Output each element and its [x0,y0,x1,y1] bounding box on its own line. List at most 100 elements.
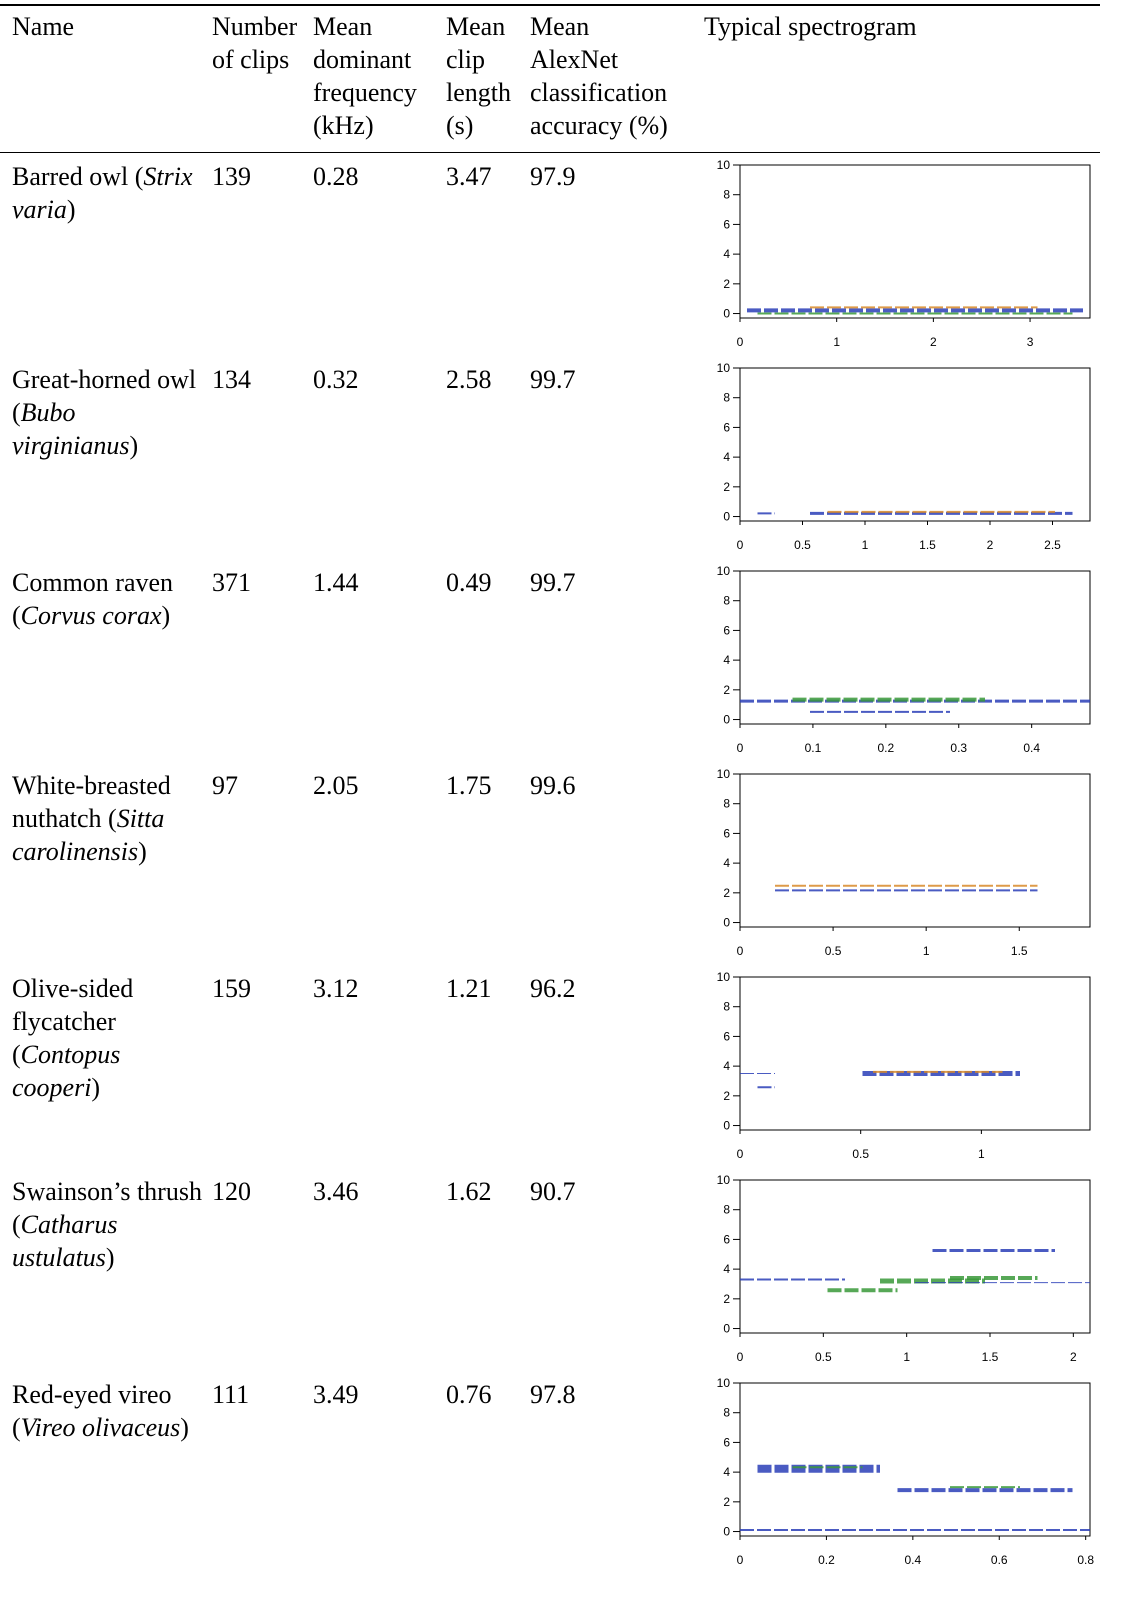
y-tick-label: 6 [723,217,730,231]
y-tick-label: 8 [723,188,730,202]
y-tick-label: 2 [723,480,730,494]
accuracy-cell: 97.9 [530,160,576,193]
y-tick-label: 8 [723,797,730,811]
name-suffix: ) [129,431,138,460]
header-cell: Numberof clips [212,10,312,76]
header-line: Number [212,10,312,43]
y-tick-label: 4 [723,1465,730,1479]
y-tick-label: 0 [723,510,730,524]
y-tick-label: 4 [723,247,730,261]
clips-cell: 134 [212,363,251,396]
clips-cell: 111 [212,1378,249,1411]
x-tick-label: 0 [737,335,744,349]
plot-frame [740,977,1090,1130]
clips-cell: 97 [212,769,238,802]
name-cell: Olive-sided flycatcher (Contopus cooperi… [12,972,202,1104]
x-tick-label: 0.5 [852,1147,869,1161]
header-line: frequency [313,76,446,109]
y-tick-label: 8 [723,1203,730,1217]
y-tick-label: 2 [723,683,730,697]
name-cell: Barred owl (Strix varia) [12,160,202,226]
name-suffix: ) [138,837,147,866]
name-suffix: ) [162,601,171,630]
name-suffix: ) [180,1413,189,1442]
y-tick-label: 8 [723,594,730,608]
x-tick-label: 1.5 [919,538,936,552]
header-line: length [446,76,530,109]
y-tick-label: 6 [723,420,730,434]
length-cell: 0.76 [446,1378,492,1411]
x-tick-label: 3 [1027,335,1034,349]
accuracy-cell: 90.7 [530,1175,576,1208]
scientific-name: Contopus cooperi [12,1040,120,1102]
x-tick-label: 0.3 [950,741,967,755]
x-tick-label: 2 [930,335,937,349]
x-tick-label: 0 [737,1553,744,1567]
y-tick-label: 10 [717,361,731,375]
x-tick-label: 0.2 [818,1553,835,1567]
x-tick-label: 1.5 [1011,944,1028,958]
freq-cell: 3.49 [313,1378,359,1411]
clips-cell: 120 [212,1175,251,1208]
y-tick-label: 2 [723,277,730,291]
header-line: Mean [530,10,700,43]
name-suffix: ) [67,195,76,224]
header-line: dominant [313,43,446,76]
y-tick-label: 2 [723,1089,730,1103]
header-line: AlexNet [530,43,700,76]
y-tick-label: 10 [717,970,731,984]
y-tick-label: 6 [723,826,730,840]
y-tick-label: 8 [723,1406,730,1420]
name-suffix: ) [91,1073,100,1102]
scientific-name: Vireo olivaceus [21,1413,181,1442]
name-cell: Common raven (Corvus corax) [12,566,202,632]
x-tick-label: 2.5 [1044,538,1061,552]
plot-frame [740,1180,1090,1333]
header-line: Mean [313,10,446,43]
name-cell: Red-eyed vireo (Vireo olivaceus) [12,1378,202,1444]
y-tick-label: 4 [723,856,730,870]
y-tick-label: 2 [723,1495,730,1509]
length-cell: 0.49 [446,566,492,599]
y-tick-label: 8 [723,391,730,405]
x-tick-label: 0 [737,741,744,755]
x-tick-label: 0.4 [904,1553,921,1567]
y-tick-label: 10 [717,158,731,172]
y-tick-label: 6 [723,623,730,637]
length-cell: 1.75 [446,769,492,802]
x-tick-label: 0 [737,1147,744,1161]
y-tick-label: 10 [717,1376,731,1390]
y-tick-label: 0 [723,1119,730,1133]
y-tick-label: 4 [723,653,730,667]
name-cell: Swainson’s thrush (Catharus ustulatus) [12,1175,202,1274]
scientific-name: Catharus ustulatus [12,1210,117,1272]
y-tick-label: 0 [723,307,730,321]
header-cell: Meancliplength(s) [446,10,530,142]
y-tick-label: 8 [723,1000,730,1014]
y-tick-label: 4 [723,1059,730,1073]
x-tick-label: 1 [862,538,869,552]
y-tick-label: 4 [723,450,730,464]
header-line: Name [12,10,202,43]
x-tick-label: 0.5 [825,944,842,958]
x-tick-label: 2 [1070,1350,1077,1364]
x-tick-label: 1 [978,1147,985,1161]
page: {"table":{ "header":[["Name"],["Number",… [0,0,1136,1618]
header-line: (kHz) [313,109,446,142]
length-cell: 1.21 [446,972,492,1005]
y-tick-label: 0 [723,713,730,727]
header-cell: Name [12,10,202,43]
x-tick-label: 0.1 [805,741,822,755]
x-tick-label: 1.5 [982,1350,999,1364]
header-line: of clips [212,43,312,76]
header-cell: Meandominantfrequency(kHz) [313,10,446,142]
header-line: clip [446,43,530,76]
accuracy-cell: 99.6 [530,769,576,802]
accuracy-cell: 99.7 [530,363,576,396]
x-tick-label: 1 [923,944,930,958]
x-tick-label: 1 [833,335,840,349]
x-tick-label: 0 [737,538,744,552]
accuracy-cell: 97.8 [530,1378,576,1411]
y-tick-label: 6 [723,1029,730,1043]
